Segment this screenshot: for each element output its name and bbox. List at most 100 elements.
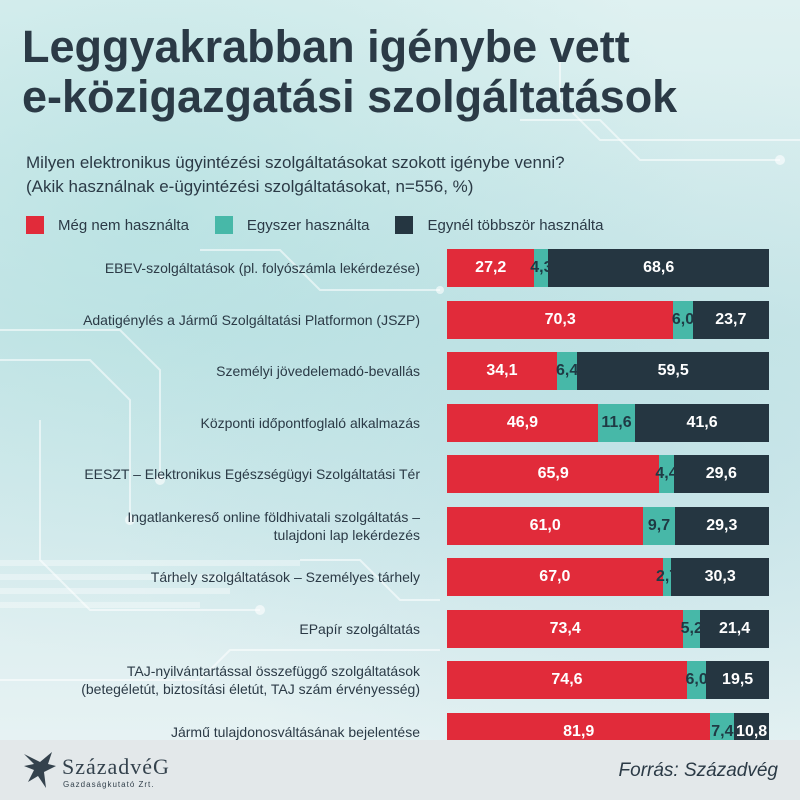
data-label: 23,7 (715, 310, 747, 328)
data-label: 30,3 (704, 568, 736, 585)
category-label: EBEV-szolgáltatások (pl. folyószámla lek… (105, 248, 420, 288)
data-label: 81,9 (563, 722, 595, 740)
bar-segment-teal: 11,6 (597, 403, 636, 442)
stacked-bar: 34,1 6,4 59,5 (447, 352, 769, 390)
category-label-line: EPapír szolgáltatás (299, 620, 420, 637)
category-label-line: tulajdoni lap lekérdezés (273, 526, 420, 543)
stacked-bar: 61,0 9,7 29,3 (447, 506, 769, 545)
chart-row: TAJ-nyilvántartással összefüggő szolgált… (0, 660, 800, 700)
data-label: 27,2 (475, 259, 507, 276)
legend-item-dark: Egynél többször használta (395, 216, 603, 234)
data-label: 19,5 (722, 671, 754, 688)
chart-row: Jármű tulajdonosváltásának bejelentése 81… (0, 712, 800, 752)
bar-segment-teal: 4,4 (655, 455, 678, 493)
bar-segment-dark: 41,6 (635, 403, 769, 442)
data-label: 7,4 (711, 722, 734, 740)
legend: Még nem használta Egyszer használta Egyn… (26, 214, 629, 236)
category-label-line: Központi időpontfoglaló alkalmazás (200, 414, 420, 431)
bar-segment-teal: 6,4 (555, 352, 579, 390)
stacked-bar: 46,9 11,6 41,6 (447, 403, 769, 442)
footer-bar (0, 740, 800, 800)
data-label: 61,0 (529, 516, 561, 534)
bar-segment-red: 74,6 (447, 661, 687, 699)
bar-segment-dark: 19,5 (706, 661, 769, 699)
category-label: TAJ-nyilvántartással összefüggő szolgált… (81, 660, 420, 700)
title-line-2: e-közigazgatási szolgáltatások (22, 71, 678, 122)
data-label: 5,2 (680, 619, 703, 637)
eagle-logo-icon (24, 752, 56, 788)
chart-row: Ingatlankereső online földhivatali szolg… (0, 506, 800, 546)
bar-segment-dark: 59,5 (577, 352, 769, 390)
bar-segment-red: 70,3 (447, 300, 674, 339)
category-label: Adatigénylés a Jármű Szolgáltatási Platf… (83, 300, 420, 340)
data-label: 34,1 (486, 362, 518, 379)
data-label: 6,0 (685, 671, 708, 688)
bar-segment-red: 34,1 (447, 352, 557, 390)
title-line-1: Leggyakrabban igénybe vett (22, 21, 630, 72)
category-label: Személyi jövedelemadó-bevallás (216, 351, 420, 391)
logo-wordmark: SzázadvéG (62, 754, 170, 779)
stacked-bar: 67,0 2,7 30,3 (447, 558, 769, 596)
bar-segment-dark: 30,3 (671, 558, 769, 596)
bar-segment-red: 67,0 (447, 558, 663, 596)
data-label: 65,9 (537, 465, 569, 482)
legend-label-red: Még nem használta (58, 216, 189, 234)
data-label: 21,4 (718, 619, 751, 637)
category-label-line: EBEV-szolgáltatások (pl. folyószámla lek… (104, 260, 420, 276)
legend-label-dark: Egynél többször használta (427, 216, 604, 234)
category-label: Központi időpontfoglaló alkalmazás (201, 403, 420, 443)
legend-item-red: Még nem használta (26, 216, 189, 234)
chart-row: EPapír szolgáltatás 73,4 5,2 21,4 (0, 609, 800, 649)
bar-segment-teal: 6,0 (685, 661, 708, 699)
data-label: 46,9 (506, 413, 538, 431)
category-label-line: (betegéletút, biztosítási életút, TAJ sz… (81, 681, 420, 697)
data-label: 4,4 (655, 465, 678, 482)
category-label: EPapír szolgáltatás (299, 609, 420, 649)
stacked-bar: 65,9 4,4 29,6 (447, 455, 769, 493)
logo-subtitle: Gazdaságkutató Zrt. (63, 780, 155, 789)
stacked-bar: 70,3 6,0 23,7 (447, 300, 769, 339)
bar-segment-red: 27,2 (447, 249, 535, 287)
data-label: 67,0 (539, 568, 571, 585)
bar-segment-dark: 29,3 (674, 506, 769, 545)
chart-row: Tárhely szolgáltatások – Személyes tárhe… (0, 557, 800, 597)
category-label: Ingatlankereső online földhivatali szolg… (127, 506, 420, 546)
data-label: 6,4 (555, 362, 579, 379)
category-label: Jármű tulajdonosváltásának bejelentése (171, 712, 420, 752)
data-label: 70,3 (544, 310, 576, 328)
subtitle-line-1: Milyen elektronikus ügyintézési szolgált… (26, 153, 565, 172)
data-label: 6,0 (671, 310, 695, 328)
bar-segment-teal: 4,3 (530, 249, 553, 287)
chart-row: EESZT – Elektronikus Egészségügyi Szolgá… (0, 454, 800, 494)
category-label: EESZT – Elektronikus Egészségügyi Szolgá… (84, 454, 420, 494)
legend-label-teal: Egyszer használta (246, 216, 370, 234)
category-label: Tárhely szolgáltatások – Személyes tárhe… (151, 557, 420, 597)
data-label: 11,6 (601, 413, 632, 431)
category-label-line: TAJ-nyilvántartással összefüggő szolgált… (126, 663, 420, 679)
bar-segment-teal: 2,7 (656, 558, 678, 596)
bar-segment-dark: 68,6 (548, 249, 769, 287)
bar-segment-red: 65,9 (447, 455, 660, 493)
data-label: 68,6 (643, 259, 675, 276)
data-label: 29,3 (706, 516, 738, 534)
stacked-bar: 73,4 5,2 21,4 (447, 609, 769, 648)
category-label-line: Tárhely szolgáltatások – Személyes tárhe… (150, 569, 420, 585)
data-label: 10,8 (736, 722, 768, 740)
data-label: 59,5 (657, 362, 689, 379)
chart-subtitle: Milyen elektronikus ügyintézési szolgált… (26, 151, 766, 199)
bar-segment-red: 61,0 (447, 506, 644, 545)
category-label-line: Ingatlankereső online földhivatali szolg… (127, 508, 420, 525)
data-label: 74,6 (551, 671, 583, 688)
category-label-line: Adatigénylés a Jármű Szolgáltatási Platf… (83, 311, 420, 328)
chart-row: Központi időpontfoglaló alkalmazás 46,9 11… (0, 403, 800, 443)
chart-row: Adatigénylés a Jármű Szolgáltatási Platf… (0, 300, 800, 340)
bar-segment-red: 46,9 (447, 403, 598, 442)
chart-row: Személyi jövedelemadó-bevallás 34,1 6,4 59,… (0, 351, 800, 391)
stacked-bar: 27,2 4,3 68,6 (447, 249, 769, 287)
legend-swatch-red (26, 216, 44, 234)
szazadveg-logo: SzázadvéG Gazdaságkutató Zrt. (22, 748, 222, 796)
legend-swatch-dark (395, 216, 414, 234)
data-label: 9,7 (647, 516, 671, 534)
legend-swatch-teal (214, 216, 233, 234)
data-label: 41,6 (686, 413, 718, 431)
